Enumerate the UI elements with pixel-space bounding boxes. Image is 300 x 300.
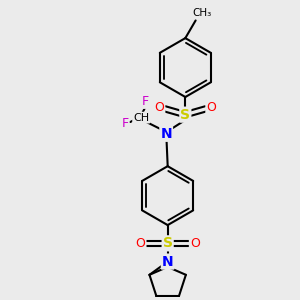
Text: N: N [162, 255, 173, 268]
Text: O: O [136, 237, 146, 250]
Text: F: F [122, 117, 128, 130]
Text: CH: CH [133, 112, 149, 123]
Text: O: O [154, 101, 164, 114]
Text: N: N [160, 127, 172, 141]
Text: S: S [163, 236, 173, 250]
Text: O: O [206, 101, 216, 114]
Text: CH₃: CH₃ [192, 8, 211, 18]
Text: S: S [180, 108, 190, 122]
Text: F: F [142, 95, 149, 108]
Text: O: O [190, 237, 200, 250]
